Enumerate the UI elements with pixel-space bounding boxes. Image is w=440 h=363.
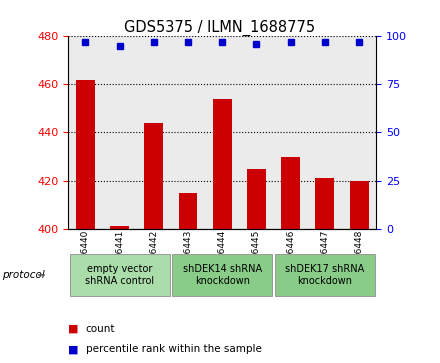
- Text: shDEK17 shRNA
knockdown: shDEK17 shRNA knockdown: [285, 264, 364, 286]
- Bar: [281, 156, 300, 229]
- Text: ■: ■: [68, 344, 79, 354]
- Text: GDS5375 / ILMN_1688775: GDS5375 / ILMN_1688775: [125, 20, 315, 36]
- Text: ■: ■: [68, 323, 79, 334]
- Bar: [213, 99, 231, 229]
- Text: count: count: [86, 323, 115, 334]
- Bar: [350, 180, 369, 229]
- Text: protocol: protocol: [2, 270, 45, 280]
- Bar: [110, 226, 129, 229]
- Bar: [315, 178, 334, 229]
- Bar: [144, 123, 163, 229]
- Bar: [76, 79, 95, 229]
- Text: percentile rank within the sample: percentile rank within the sample: [86, 344, 262, 354]
- Bar: [179, 193, 198, 229]
- Bar: [247, 168, 266, 229]
- Text: empty vector
shRNA control: empty vector shRNA control: [85, 264, 154, 286]
- Text: shDEK14 shRNA
knockdown: shDEK14 shRNA knockdown: [183, 264, 262, 286]
